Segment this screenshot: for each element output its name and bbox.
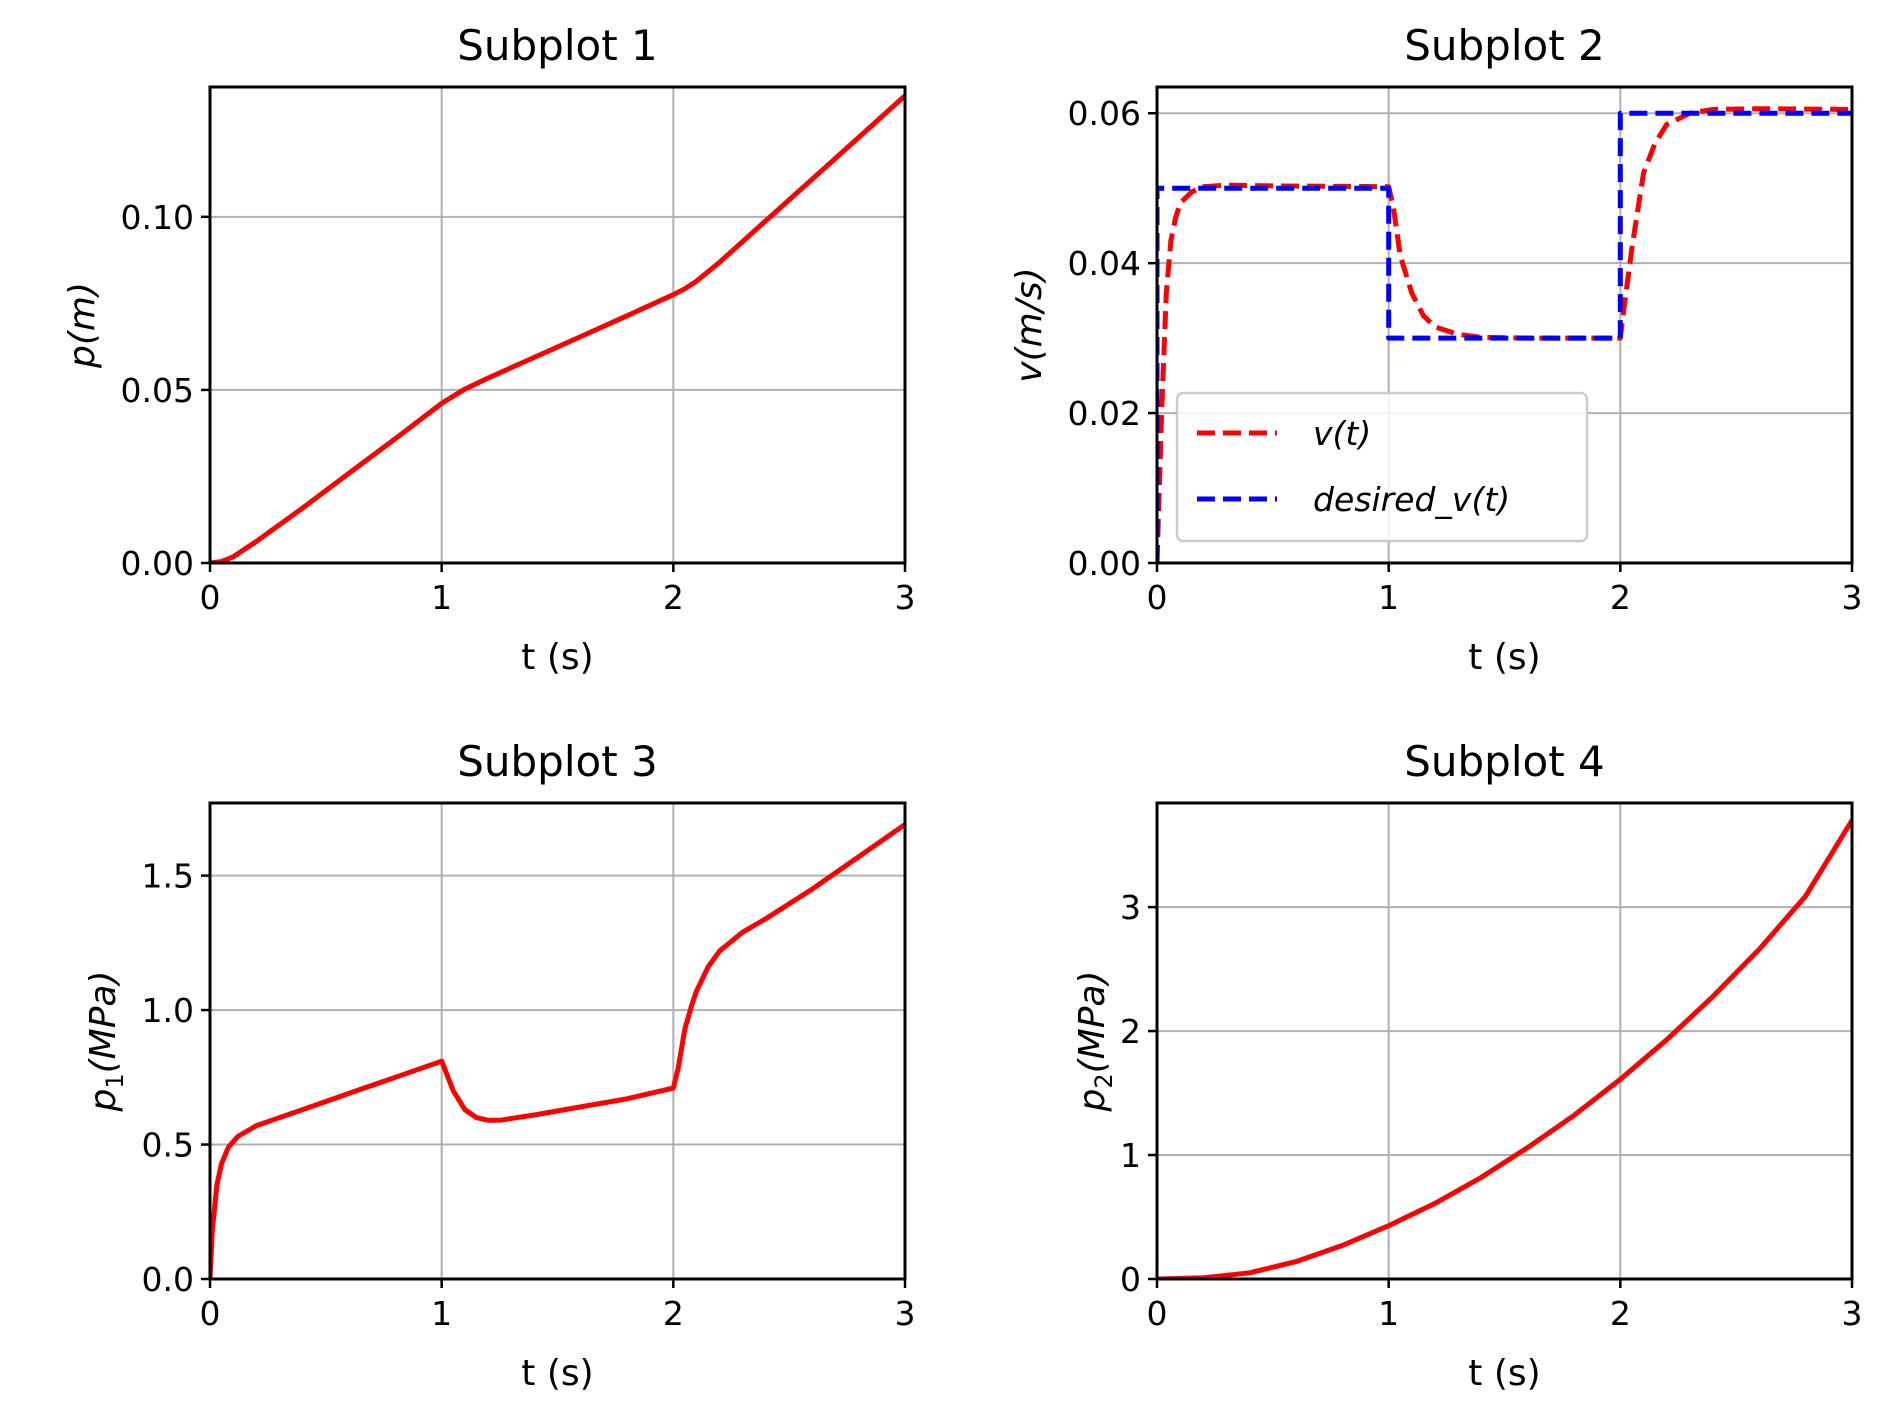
y-tick-label: 1 <box>1120 1136 1141 1175</box>
y-tick-label: 0.00 <box>121 544 194 583</box>
chart-title: Subplot 1 <box>457 21 658 70</box>
subplot-2: 0 1 2 3 0.00 0.02 0.04 0.06 Subplot 2 t (s) v(m/s)… <box>1009 21 1863 678</box>
legend: v(t) desired_v(t) <box>1175 391 1589 543</box>
axes-frame <box>208 801 907 1281</box>
x-tick-label: 2 <box>1610 578 1631 617</box>
axes-frame <box>1155 801 1854 1281</box>
x-tick-label: 0 <box>200 578 221 617</box>
y-axis-label: p(m) <box>62 282 103 369</box>
y-tick-label: 0.10 <box>121 198 194 237</box>
subplot-4: 0 1 2 3 0 1 2 3 Subplot 4 t (s) p2(MPa) <box>1072 737 1863 1394</box>
y-tick-label: 0.06 <box>1068 94 1141 133</box>
x-tick-label: 1 <box>431 578 452 617</box>
y-tick-label: 0.00 <box>1068 544 1141 583</box>
y-tick-label: 3 <box>1120 888 1141 927</box>
subplot-1: 0 1 2 3 0.00 0.05 0.10 Subplot 1 t (s) p(m) <box>62 21 916 678</box>
y-tick-label: 2 <box>1120 1012 1141 1051</box>
series-line-p2-t- <box>1157 819 1852 1279</box>
y-tick-label: 1.0 <box>142 991 194 1030</box>
axes-frame <box>208 85 907 565</box>
y-axis-label: p2(MPa) <box>1072 970 1118 1112</box>
x-tick-label: 3 <box>895 1294 916 1333</box>
y-tick-label: 0 <box>1120 1260 1141 1299</box>
legend-label: v(t) <box>1313 414 1371 453</box>
x-tick-label: 1 <box>1378 578 1399 617</box>
x-tick-label: 1 <box>431 1294 452 1333</box>
x-tick-label: 3 <box>895 578 916 617</box>
y-tick-label: 0.5 <box>142 1126 194 1165</box>
x-axis-label: t (s) <box>521 1353 593 1394</box>
x-tick-label: 2 <box>1610 1294 1631 1333</box>
chart-title: Subplot 2 <box>1404 21 1605 70</box>
y-axis-label: v(m/s) <box>1009 267 1050 382</box>
x-axis-label: t (s) <box>521 637 593 678</box>
y-tick-label: 0.05 <box>121 371 194 410</box>
x-tick-label: 3 <box>1842 1294 1863 1333</box>
y-axis-label: p1(MPa) <box>83 970 129 1112</box>
x-axis-label: t (s) <box>1468 1353 1540 1394</box>
series-line-p-t- <box>210 93 905 563</box>
series-line-p1-t- <box>210 822 905 1279</box>
y-tick-label: 0.04 <box>1068 244 1141 283</box>
y-tick-label: 0.0 <box>142 1260 194 1299</box>
series-line-desired-v-t- <box>1157 110 1852 563</box>
x-tick-label: 2 <box>663 578 684 617</box>
x-tick-label: 3 <box>1842 578 1863 617</box>
axes-frame <box>1155 85 1854 565</box>
y-tick-label: 0.02 <box>1068 394 1141 433</box>
legend-label: desired_v(t) <box>1313 480 1510 519</box>
subplot-3: 0 1 2 3 0.0 0.5 1.0 1.5 Subplot 3 t (s) p1(MPa) <box>83 737 916 1394</box>
x-tick-label: 2 <box>663 1294 684 1333</box>
x-tick-label: 0 <box>200 1294 221 1333</box>
x-tick-label: 0 <box>1147 1294 1168 1333</box>
series-line-v-t- <box>1157 106 1852 563</box>
x-tick-label: 0 <box>1147 578 1168 617</box>
chart-title: Subplot 4 <box>1404 737 1605 786</box>
grid <box>209 87 906 564</box>
legend-box <box>1175 391 1589 543</box>
y-tick-label: 1.5 <box>142 857 194 896</box>
grid <box>209 803 906 1280</box>
x-axis-label: t (s) <box>1468 637 1540 678</box>
x-tick-label: 1 <box>1378 1294 1399 1333</box>
chart-title: Subplot 3 <box>457 737 658 786</box>
grid <box>1156 803 1853 1280</box>
